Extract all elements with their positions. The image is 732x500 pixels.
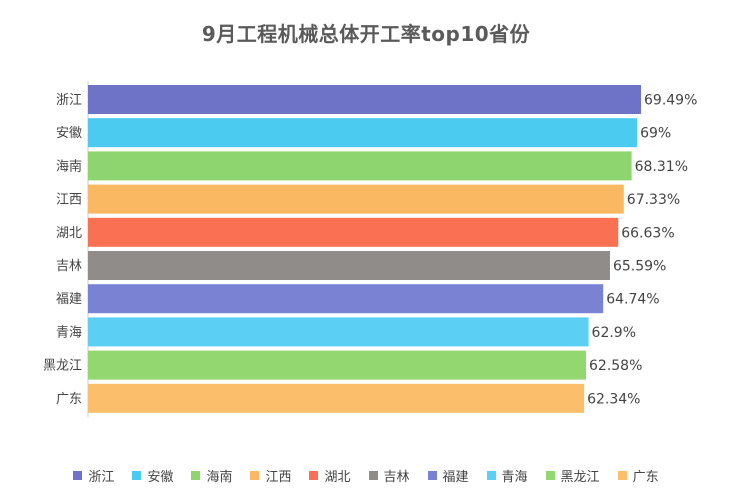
- category-label-4: 湖北: [56, 226, 82, 241]
- legend-swatch-3: [250, 471, 260, 480]
- legend-label-4: 湖北: [324, 470, 351, 485]
- chart-legend: 浙江 安徽 海南 江西 湖北 吉林 福建 青海 黑龙江 广东: [0, 466, 732, 485]
- category-label-1: 安徽: [56, 126, 82, 141]
- legend-item-0: 浙江: [73, 466, 114, 485]
- legend-item-8: 黑龙江: [545, 466, 600, 485]
- legend-swatch-2: [191, 471, 201, 480]
- value-label-6: 64.74%: [606, 292, 659, 308]
- category-label-7: 青海: [56, 325, 82, 340]
- value-label-1: 69%: [640, 126, 671, 142]
- value-label-5: 65.59%: [613, 259, 666, 275]
- value-label-4: 66.63%: [621, 225, 674, 241]
- value-label-2: 68.31%: [635, 159, 688, 175]
- bar-3: [88, 184, 624, 214]
- legend-swatch-6: [427, 471, 437, 480]
- bar-9: [88, 383, 585, 413]
- legend-swatch-4: [309, 471, 319, 480]
- legend-item-7: 青海: [486, 466, 528, 485]
- bar-7: [88, 317, 589, 347]
- bar-chart: 浙江 69.49% 安徽 69% 海南 68.31% 江西 67.33% 湖北 66.63% 吉林 6…: [43, 81, 697, 417]
- category-label-3: 江西: [56, 193, 82, 208]
- value-label-8: 62.58%: [589, 358, 642, 374]
- bar-1: [88, 118, 638, 148]
- legend-swatch-5: [368, 471, 378, 480]
- legend-label-5: 吉林: [383, 470, 410, 485]
- category-label-5: 吉林: [56, 259, 82, 274]
- category-label-0: 浙江: [56, 93, 82, 108]
- value-label-9: 62.34%: [587, 391, 640, 407]
- legend-item-9: 广东: [617, 466, 659, 485]
- value-label-3: 67.33%: [627, 192, 680, 208]
- category-label-9: 广东: [56, 392, 82, 407]
- category-label-2: 海南: [56, 158, 82, 174]
- category-label-8: 黑龙江: [43, 359, 82, 374]
- bar-2: [88, 151, 632, 181]
- legend-label-6: 福建: [442, 470, 469, 485]
- legend-swatch-0: [73, 471, 83, 480]
- legend-label-8: 黑龙江: [560, 470, 600, 485]
- chart-title: 9月工程机械总体开工率top10省份: [201, 22, 531, 46]
- legend-swatch-1: [132, 471, 142, 480]
- value-label-0: 69.49%: [644, 93, 697, 109]
- bar-0: [88, 85, 641, 114]
- legend-item-6: 福建: [427, 466, 469, 485]
- bar-8: [88, 350, 587, 380]
- legend-label-3: 江西: [265, 470, 292, 485]
- legend-item-1: 安徽: [132, 466, 173, 485]
- legend-label-2: 海南: [206, 470, 233, 485]
- legend-item-5: 吉林: [368, 466, 410, 485]
- bar-6: [88, 284, 604, 314]
- legend-label-0: 浙江: [88, 470, 115, 485]
- legend-item-2: 海南: [191, 466, 232, 485]
- legend-swatch-7: [486, 471, 496, 480]
- legend-item-3: 江西: [250, 466, 291, 485]
- legend-label-7: 青海: [501, 470, 528, 485]
- legend-label-9: 广东: [632, 470, 659, 485]
- bar-4: [88, 217, 619, 247]
- legend-label-1: 安徽: [147, 470, 174, 485]
- legend-swatch-9: [617, 471, 627, 480]
- bar-5: [88, 251, 610, 280]
- category-label-6: 福建: [56, 292, 82, 307]
- legend-swatch-8: [545, 471, 555, 480]
- legend-item-4: 湖北: [309, 466, 351, 485]
- value-label-7: 62.9%: [592, 325, 636, 341]
